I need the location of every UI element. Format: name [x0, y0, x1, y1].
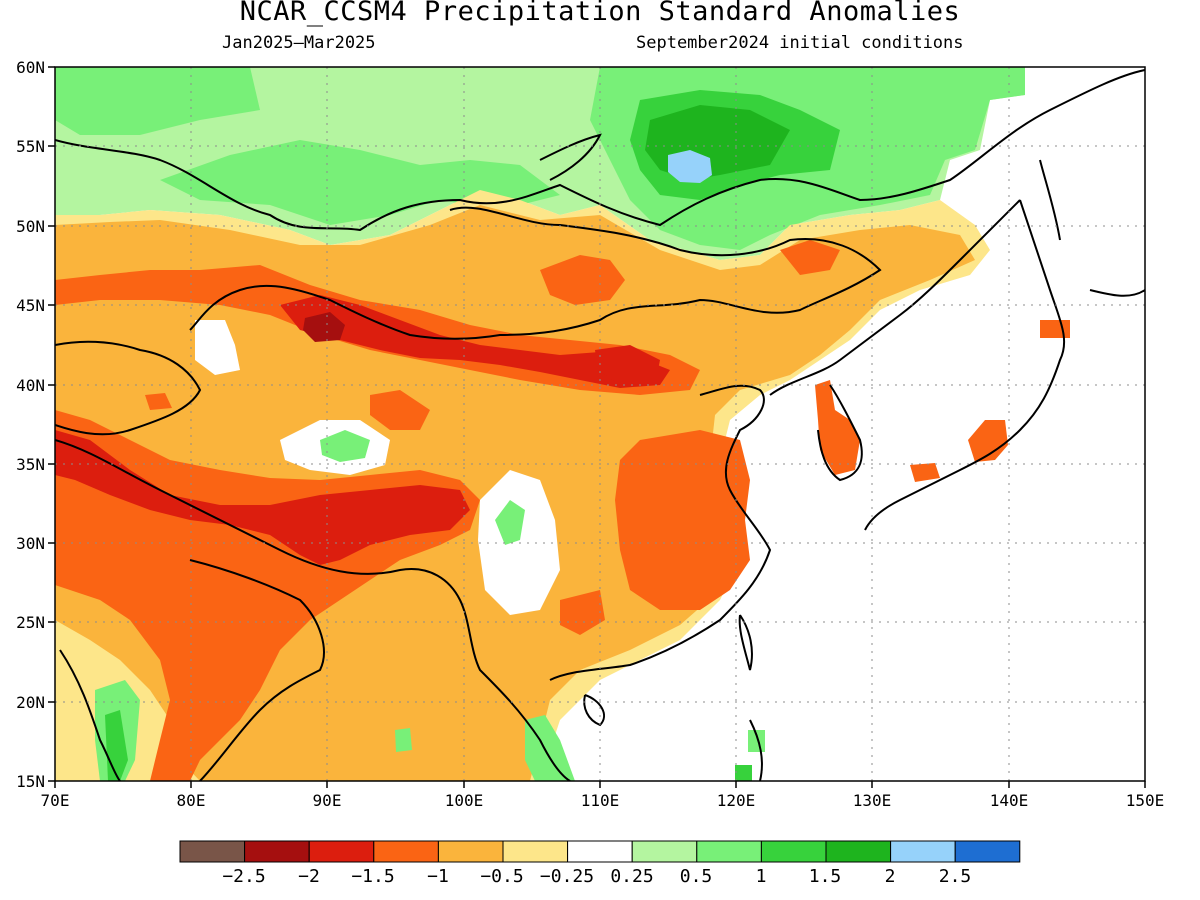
- lat-label: 40N: [16, 376, 45, 395]
- legend-label: −2.5: [222, 866, 265, 887]
- legend-label: 2.5: [939, 866, 972, 887]
- lon-label: 110E: [581, 791, 620, 810]
- positive-anomaly-green-mid: [55, 67, 260, 135]
- lat-label: 35N: [16, 455, 45, 474]
- lat-label: 45N: [16, 296, 45, 315]
- color-legend: −2.5 −2 −1.5 −1 −0.5 −0.25 0.25 0.5 1 1.…: [179, 840, 1021, 887]
- lon-label: 70E: [41, 791, 70, 810]
- legend-swatch: [437, 840, 504, 863]
- lat-label: 20N: [16, 693, 45, 712]
- lon-label: 150E: [1126, 791, 1165, 810]
- legend-label: −0.25: [540, 866, 594, 887]
- lon-label: 100E: [445, 791, 484, 810]
- legend-swatch: [890, 840, 956, 863]
- legend-label: 2: [885, 866, 896, 887]
- legend-swatch: [631, 840, 698, 863]
- legend-swatch: [760, 840, 827, 863]
- legend-label: −1: [427, 866, 449, 887]
- graticule: [55, 67, 1145, 781]
- legend-label: 0.25: [610, 866, 653, 887]
- negative-anomaly-core-south: [55, 430, 470, 565]
- lat-label: 55N: [16, 137, 45, 156]
- legend-swatch: [502, 840, 569, 863]
- legend-swatch: [567, 840, 633, 863]
- lon-label: 80E: [177, 791, 206, 810]
- legend-label: 0.5: [680, 866, 713, 887]
- initial-conditions: September2024 initial conditions: [636, 33, 964, 53]
- positive-anomaly-peak: [668, 150, 712, 183]
- lat-label: 30N: [16, 534, 45, 553]
- legend-swatch: [825, 840, 892, 863]
- legend-label: −1.5: [351, 866, 394, 887]
- axis-ticks: [48, 66, 1146, 788]
- legend-swatch: [954, 840, 1021, 863]
- coastlines: [55, 69, 1145, 781]
- legend-label: −0.5: [480, 866, 523, 887]
- lon-label: 140E: [990, 791, 1029, 810]
- negative-anomaly-core-north: [280, 295, 670, 388]
- forecast-period: Jan2025–Mar2025: [222, 33, 376, 53]
- lon-label: 120E: [717, 791, 756, 810]
- anomaly-fields: [55, 67, 1145, 781]
- legend-label: 1.5: [809, 866, 842, 887]
- legend-swatch: [244, 840, 310, 863]
- lat-label: 25N: [16, 613, 45, 632]
- legend-swatch: [373, 840, 439, 863]
- legend-swatches: [179, 840, 1021, 863]
- legend-swatch: [179, 840, 246, 863]
- lat-label: 60N: [16, 58, 45, 77]
- map-title: NCAR_CCSM4 Precipitation Standard Anomal…: [239, 0, 961, 27]
- lon-label: 130E: [853, 791, 892, 810]
- lon-label: 90E: [313, 791, 342, 810]
- legend-label: 1: [756, 866, 767, 887]
- legend-swatch: [696, 840, 762, 863]
- legend-label: −2: [298, 866, 320, 887]
- lat-label: 15N: [16, 772, 45, 791]
- lat-label: 50N: [16, 217, 45, 236]
- legend-swatch: [308, 840, 375, 863]
